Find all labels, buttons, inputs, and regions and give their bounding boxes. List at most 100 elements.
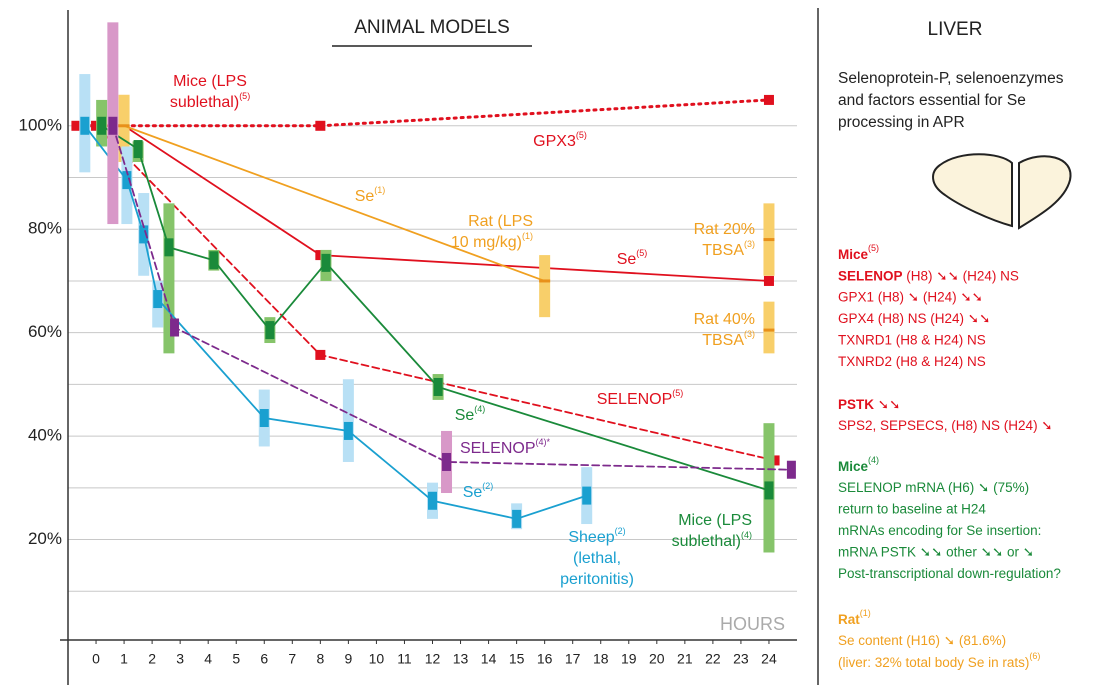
liver-right-lobe	[1019, 156, 1071, 228]
annotation: Rat (LPS	[468, 213, 533, 230]
x-tick-label: 4	[204, 651, 212, 667]
panel-line: SELENOP mRNA (H6) ➘ (75%)	[838, 480, 1029, 495]
panel-line: (liver: 32% total body Se in rats)(6)	[838, 651, 1040, 669]
x-tick-label: 13	[453, 651, 469, 667]
panel-line: Post-transcriptional down-regulation?	[838, 566, 1061, 581]
superscript: (3)	[744, 329, 755, 339]
y-tick-label: 80%	[28, 219, 62, 238]
x-tick-label: 15	[509, 651, 525, 667]
superscript: (1)	[860, 608, 871, 618]
x-tick-label: 12	[425, 651, 441, 667]
text: Se	[455, 407, 475, 424]
point	[582, 487, 591, 505]
panel-line: Rat(1)	[838, 608, 871, 626]
x-tick-label: 6	[260, 651, 268, 667]
figure: ANIMAL MODELS LIVER 20%40%60%80%100%0123…	[0, 0, 1096, 685]
superscript: (5)	[672, 388, 683, 398]
panel-line: GPX4 (H8) NS (H24) ➘➘	[838, 311, 990, 326]
text: 10 mg/kg)	[451, 234, 522, 251]
text: TBSA	[702, 332, 744, 349]
y-tick-label: 100%	[19, 115, 62, 134]
text: Sheep	[568, 529, 614, 546]
superscript: (3)	[744, 239, 755, 249]
bold-text: Mice	[838, 247, 869, 262]
x-tick-label: 22	[705, 651, 721, 667]
x-tick-label: 14	[481, 651, 497, 667]
text: (liver: 32% total body Se in rats)	[838, 655, 1029, 670]
x-tick-label: 9	[344, 651, 352, 667]
superscript: (4)	[741, 530, 752, 540]
x-tick-label: 7	[288, 651, 296, 667]
point	[442, 453, 451, 471]
annotation: peritonitis)	[560, 571, 634, 588]
panel-line: Mice(5)	[838, 243, 879, 261]
annotation: TBSA(3)	[702, 239, 755, 259]
plot: 20%40%60%80%100%012345678910111213141516…	[19, 10, 797, 685]
annotation: SELENOP(5)	[597, 388, 684, 408]
point	[265, 321, 274, 339]
point	[434, 378, 443, 396]
annotation: Rat 20%	[694, 221, 755, 238]
text: TBSA	[702, 242, 744, 259]
x-tick-label: 16	[537, 651, 553, 667]
annotation: Se(4)	[455, 404, 486, 424]
x-tick-label: 2	[148, 651, 156, 667]
liver-left-lobe	[933, 154, 1012, 226]
point	[108, 117, 117, 135]
superscript: (1)	[374, 185, 385, 195]
series-line	[124, 126, 545, 281]
bold-text: Mice	[838, 459, 869, 474]
annotation: Mice (LPS	[678, 512, 752, 529]
bold-text: SELENOP	[838, 268, 903, 283]
annotation: SELENOP(4)*	[460, 437, 551, 457]
annotation: Mice (LPS	[173, 73, 247, 90]
annotation: Rat 40%	[694, 311, 755, 328]
point	[80, 117, 89, 135]
panel-line: return to baseline at H24	[838, 502, 986, 517]
description-line: processing in APR	[838, 114, 965, 131]
superscript: (5)	[239, 91, 250, 101]
annotation: Sheep(2)	[568, 526, 625, 546]
point	[119, 124, 130, 127]
point	[764, 481, 773, 499]
y-tick-label: 20%	[28, 529, 62, 548]
annotation: sublethal)(4)	[672, 530, 752, 550]
annotation: TBSA(3)	[702, 329, 755, 349]
point	[763, 329, 774, 332]
panel-line: SELENOP (H8) ➘➘ (H24) NS	[838, 268, 1019, 283]
x-tick-label: 23	[733, 651, 749, 667]
bold-text: Rat	[838, 612, 860, 627]
y-tick-label: 40%	[28, 426, 62, 445]
text: Se	[463, 484, 483, 501]
text: sublethal)	[672, 533, 741, 550]
point	[763, 238, 774, 241]
point	[153, 290, 162, 308]
text: sublethal)	[170, 94, 239, 111]
bold-text: PSTK ➘➘	[838, 397, 900, 412]
superscript: (5)	[636, 248, 647, 258]
text: Se	[617, 251, 637, 268]
series-line	[96, 126, 775, 461]
annotation: GPX3(5)	[533, 130, 587, 150]
x-tick-label: 10	[369, 651, 385, 667]
x-tick-label: 24	[761, 651, 777, 667]
y-tick-label: 60%	[28, 322, 62, 341]
text: (H8) ➘➘ (H24) NS	[903, 268, 1019, 283]
point	[321, 254, 330, 272]
point	[344, 422, 353, 440]
superscript: (5)	[576, 130, 587, 140]
superscript: (1)	[522, 231, 533, 241]
x-tick-label: 11	[397, 651, 412, 667]
text: SELENOP	[597, 391, 673, 408]
annotation: 10 mg/kg)(1)	[451, 231, 533, 251]
point	[134, 140, 143, 158]
panel-line: TXNRD2 (H8 & H24) NS	[838, 354, 986, 369]
x-tick-label: 1	[120, 651, 128, 667]
point	[315, 121, 325, 131]
point	[787, 461, 796, 479]
point	[315, 350, 325, 360]
panel-line: TXNRD1 (H8 & H24) NS	[838, 333, 986, 348]
error-range	[763, 302, 774, 354]
annotation: Se(1)	[355, 185, 386, 205]
point	[512, 510, 521, 528]
